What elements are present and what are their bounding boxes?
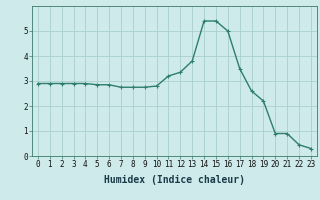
X-axis label: Humidex (Indice chaleur): Humidex (Indice chaleur) <box>104 175 245 185</box>
